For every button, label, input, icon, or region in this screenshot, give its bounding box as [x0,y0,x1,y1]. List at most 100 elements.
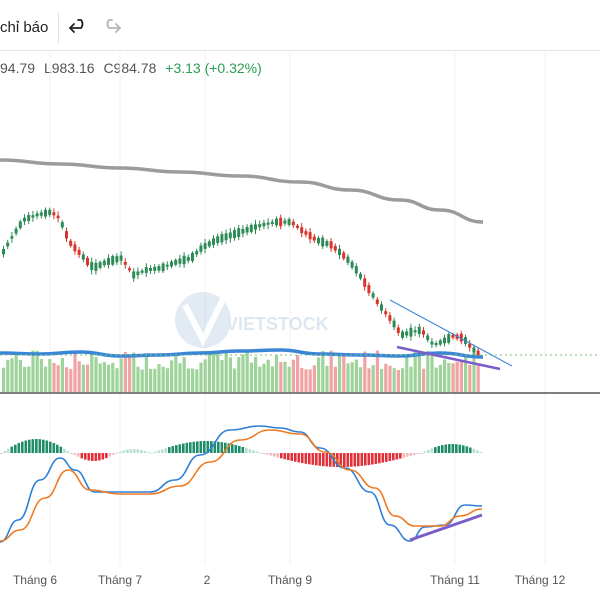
volume-bar [291,359,295,392]
candle-body [44,209,47,217]
volume-bar [195,369,199,392]
candle-body [266,222,270,225]
x-tick-label: Tháng 12 [515,573,566,587]
candle-body [325,241,329,246]
histogram-bar [458,444,462,453]
volume-bar [73,350,77,392]
histogram-bar [444,444,448,453]
histogram-bar [105,453,108,459]
histogram-bar [161,449,164,453]
volume-bar [384,363,388,392]
macd-histogram [0,439,483,467]
candle-body [115,256,119,263]
indicators-button[interactable]: chỉ báo [0,19,49,36]
histogram-bar [238,445,241,453]
histogram-bar [329,453,332,467]
volume-bar [39,358,43,392]
volume-bar [300,367,304,392]
histogram-bar [182,443,185,453]
volume-bar [153,368,157,392]
histogram-bar [227,443,231,453]
histogram-bar [402,453,406,458]
price-candles [2,207,480,359]
candle-body [233,230,236,238]
candle-body [417,326,421,335]
volume-bar [170,360,174,392]
histogram-bar [63,448,66,453]
histogram-bar [255,451,259,453]
redo-icon[interactable] [98,14,124,40]
histogram-bar [276,453,280,458]
x-tick-label: 2 [204,573,211,587]
candle-body [291,221,295,226]
candle-body [468,343,472,348]
volume-bar [254,356,258,392]
candle-body [128,268,131,271]
ohlc-legend: 94.79 L983.16 C984.78 +3.13 (+0.32%) [0,60,267,76]
candle-body [132,271,136,279]
volume-bar [98,363,102,392]
chart-toolbar: chỉ báo [0,0,600,51]
histogram-bar [416,453,420,454]
volume-bar [396,369,400,392]
candle-body [262,222,266,227]
histogram-bar [189,442,192,453]
volume-bar [304,369,308,392]
candle-body [199,245,203,252]
volume-bar [81,364,85,392]
histogram-bar [479,451,483,453]
candle-body [350,261,354,268]
candle-body [65,231,68,239]
volume-bar [312,365,316,392]
candle-body [102,260,106,266]
volume-bar [275,355,279,392]
candle-body [317,237,320,244]
histogram-bar [98,453,101,461]
candle-body [186,256,190,261]
histogram-bar [157,450,161,453]
volume-bar [128,355,132,392]
candle-body [119,255,123,261]
candle-body [220,234,224,243]
candle-body [447,334,451,343]
histogram-bar [171,446,175,453]
volume-bar [233,368,237,392]
histogram-bar [115,452,119,454]
candle-body [363,278,367,287]
histogram-bar [241,446,245,453]
volume-bar [468,364,472,392]
histogram-bar [423,451,427,453]
histogram-bar [388,453,392,462]
histogram-bar [364,453,367,466]
candle-body [140,270,144,273]
histogram-bar [178,444,182,453]
volume-bar [426,351,430,392]
undo-icon[interactable] [66,14,92,40]
candle-body [212,238,215,245]
histogram-bar [175,445,178,453]
volume-bar [111,362,115,392]
candle-body [296,225,299,228]
volume-bar [413,350,417,392]
candle-body [312,236,316,241]
candle-body [472,347,476,353]
volume-bar [182,357,186,392]
volume-bar [6,359,10,392]
histogram-bar [395,453,399,460]
volume-bar [443,359,447,392]
candle-body [321,237,325,247]
histogram-bar [136,449,140,453]
volume-bar [308,369,312,392]
histogram-bar [129,449,133,453]
histogram-bar [24,440,28,453]
candle-body [107,258,110,265]
volume-bar [107,364,111,392]
volume-bar [115,368,119,392]
histogram-bar [448,444,451,453]
volume-bar [56,365,60,392]
histogram-bar [91,453,94,461]
volume-bar [212,351,216,392]
candle-body [346,256,350,263]
histogram-bar [427,449,430,453]
